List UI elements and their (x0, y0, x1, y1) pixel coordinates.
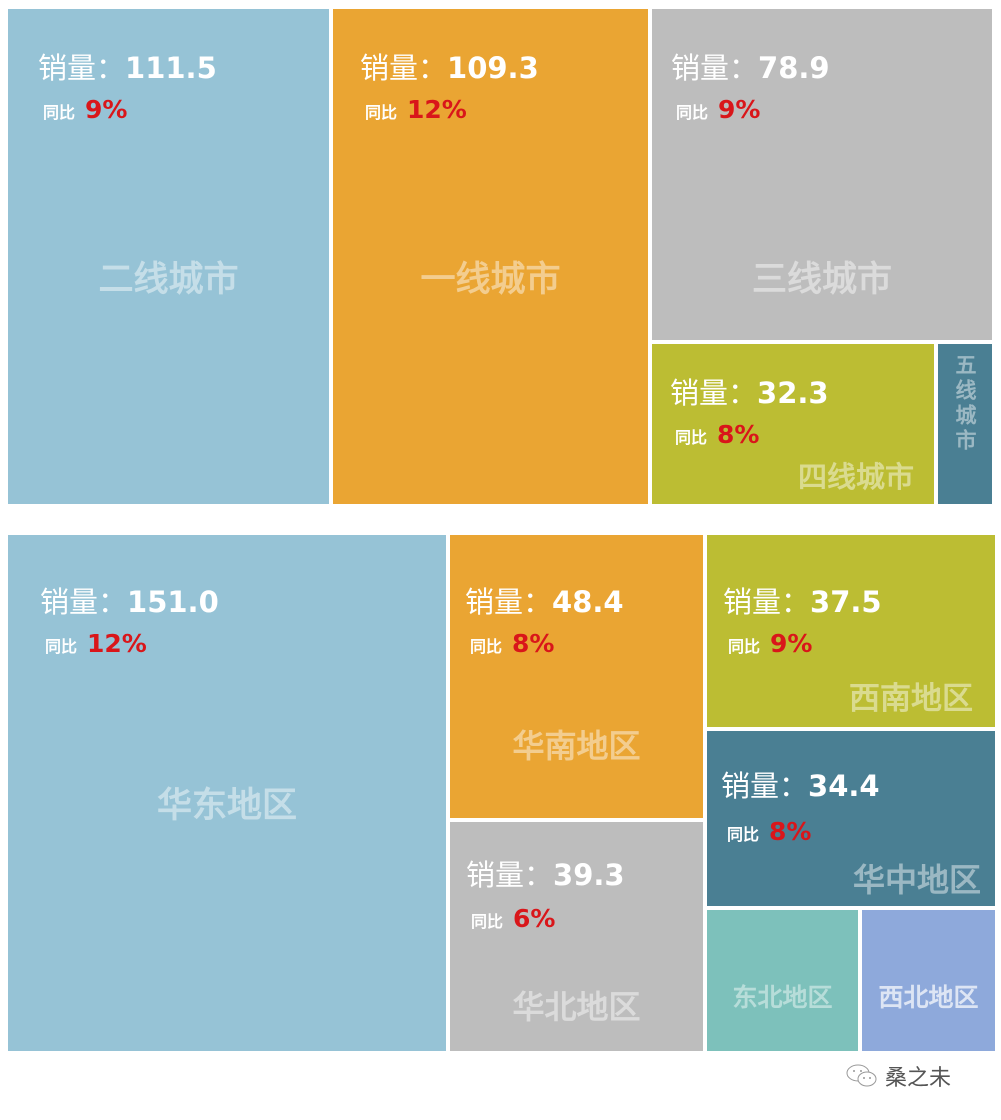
tile-name: 华南地区 (512, 727, 641, 765)
sales-label: 销量：109.3 (360, 51, 539, 85)
sales-label: 销量：37.5 (723, 585, 882, 619)
tile-name: 五线城市 (953, 354, 977, 454)
yoy-label: 同比 12% (45, 629, 147, 658)
sales-label: 销量：48.4 (465, 585, 624, 619)
tile-south-china[interactable]: 销量：48.4 同比 8% 华南地区 (450, 535, 703, 818)
yoy-label: 同比 9% (43, 95, 128, 124)
sales-label: 销量：32.3 (670, 376, 829, 410)
tile-southwest[interactable]: 销量：37.5 同比 9% 西南地区 (707, 535, 995, 727)
watermark-text: 桑之未 (885, 1066, 952, 1091)
tile-tier4-city[interactable]: 销量：32.3 同比 8% 四线城市 (652, 344, 934, 504)
yoy-label: 同比 9% (728, 629, 813, 658)
tile-east-china[interactable]: 销量：151.0 同比 12% 华东地区 (8, 535, 446, 1051)
tile-name: 东北地区 (732, 983, 833, 1012)
yoy-label: 同比 6% (471, 904, 556, 933)
tile-central-china[interactable]: 销量：34.4 同比 8% 华中地区 (707, 731, 995, 906)
tile-northeast[interactable]: 东北地区 (707, 910, 858, 1051)
sales-label: 销量：34.4 (721, 769, 880, 803)
yoy-label: 同比 8% (727, 817, 812, 846)
tile-name: 二线城市 (98, 260, 239, 300)
tile-name: 华北地区 (512, 988, 641, 1026)
tile-north-china[interactable]: 销量：39.3 同比 6% 华北地区 (450, 822, 703, 1051)
tile-name: 西南地区 (849, 681, 973, 717)
tile-name: 华中地区 (852, 861, 981, 899)
tile-name: 华东地区 (156, 786, 297, 826)
wechat-icon (846, 1064, 877, 1087)
sales-label: 销量：151.0 (40, 585, 219, 619)
tile-name: 一线城市 (420, 260, 561, 300)
tile-tier1-city[interactable]: 销量：109.3 同比 12% 一线城市 (333, 9, 648, 504)
tile-name: 四线城市 (797, 460, 914, 494)
tile-name: 西北地区 (878, 983, 979, 1012)
tile-northwest[interactable]: 西北地区 (862, 910, 995, 1051)
yoy-label: 同比 9% (676, 95, 761, 124)
sales-label: 销量：78.9 (671, 51, 830, 85)
tile-tier2-city[interactable]: 销量：111.5 同比 9% 二线城市 (8, 9, 329, 504)
yoy-label: 同比 8% (675, 420, 760, 449)
yoy-label: 同比 8% (470, 629, 555, 658)
tile-name: 三线城市 (751, 260, 892, 300)
tile-tier3-city[interactable]: 销量：78.9 同比 9% 三线城市 (652, 9, 992, 340)
watermark: 桑之未 (845, 1060, 951, 1092)
yoy-label: 同比 12% (365, 95, 467, 124)
sales-label: 销量：111.5 (38, 51, 217, 85)
sales-label: 销量：39.3 (466, 858, 625, 892)
tile-tier5-city[interactable]: 五线城市 (938, 344, 992, 504)
